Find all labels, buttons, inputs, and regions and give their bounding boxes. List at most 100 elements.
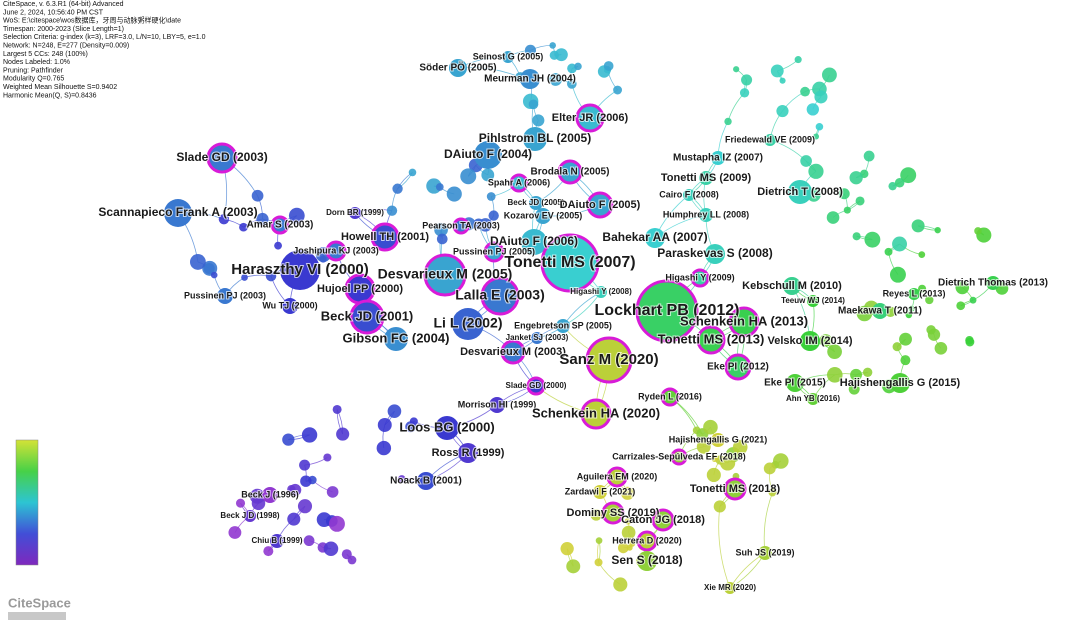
node — [262, 487, 278, 503]
minor-nodes — [190, 42, 1009, 592]
minor-node — [566, 79, 577, 89]
node-label: Beck J D (1998) — [220, 511, 279, 520]
minor-node — [613, 85, 623, 95]
minor-node — [739, 88, 750, 98]
node-label: Caton JG (2018) — [621, 514, 705, 526]
minor-node — [815, 122, 824, 131]
minor-node — [386, 205, 398, 216]
minor-node — [925, 295, 934, 305]
node — [908, 288, 920, 300]
node — [164, 199, 192, 227]
node-label: Li L (2002) — [434, 315, 503, 331]
minor-node — [377, 417, 392, 432]
minor-node — [794, 56, 802, 64]
minor-node — [892, 236, 908, 252]
minor-node — [303, 535, 315, 547]
minor-node — [256, 212, 269, 226]
minor-node — [934, 341, 948, 355]
minor-node — [408, 168, 417, 177]
node-label: Joshipura KJ (2003) — [293, 245, 379, 255]
minor-node — [821, 67, 837, 83]
node-label: Dietrich T (2008) — [757, 186, 843, 198]
node — [696, 325, 726, 355]
minor-node — [486, 192, 496, 201]
header-line: Pruning: Pathfinder — [3, 67, 64, 74]
node-label: Morrison HI (1999) — [458, 399, 537, 409]
minor-node — [827, 344, 842, 360]
minor-node — [274, 241, 282, 250]
edge — [763, 492, 773, 554]
minor-node — [926, 325, 936, 335]
node-label: Schenkein HA (2013) — [680, 313, 808, 328]
minor-node — [301, 427, 318, 443]
minor-node — [706, 467, 721, 483]
minor-node — [323, 453, 332, 462]
node — [786, 374, 804, 392]
node — [764, 134, 776, 146]
node-label: Zardawi F (2021) — [565, 486, 636, 496]
minor-node — [549, 42, 556, 49]
node — [585, 336, 633, 384]
node-label: Reyes L (2013) — [883, 288, 946, 298]
minor-node — [741, 74, 753, 86]
node-label: Lockhart PB (2012) — [595, 302, 740, 319]
node-label: Sanz M (2020) — [559, 351, 658, 368]
minor-node — [316, 512, 332, 527]
node — [660, 387, 680, 407]
node — [417, 472, 435, 490]
node-label: Hajishengallis G (2015) — [840, 377, 961, 389]
node-label: Velsko IM (2014) — [768, 335, 853, 347]
node-label: Seinost G (2005) — [473, 51, 544, 61]
node-label: Friedewald VE (2009) — [725, 134, 815, 144]
node-label: Xie MR (2020) — [704, 583, 756, 592]
minor-node — [621, 486, 635, 500]
minor-node — [239, 222, 248, 232]
minor-node — [918, 284, 927, 293]
node — [699, 208, 713, 222]
node-label: Pihlstrom BL (2005) — [479, 131, 591, 145]
node — [645, 228, 665, 248]
minor-node — [711, 454, 719, 463]
header-line: Timespan: 2000-2023 (Slice Length=1) — [3, 26, 124, 33]
header-line: Network: N=248, E=277 (Density=0.009) — [3, 43, 129, 50]
node-label: Elter JR (2006) — [552, 112, 629, 124]
minor-node — [624, 517, 632, 525]
node-label: Desvarieux M (2005) — [378, 266, 513, 282]
node-label: Spahr A (2006) — [488, 177, 550, 187]
minor-node — [696, 439, 711, 454]
node — [580, 398, 612, 430]
node-label: Schenkein HA (2020) — [532, 405, 660, 420]
minor-node — [488, 210, 499, 221]
minor-node — [434, 222, 448, 237]
node — [651, 508, 675, 532]
node — [270, 215, 290, 235]
minor-node — [289, 483, 302, 497]
minor-node — [409, 417, 418, 426]
minor-node — [852, 232, 861, 241]
minor-node — [603, 61, 614, 71]
node-label: DAiuto F (2006) — [490, 234, 578, 248]
node-label: Tonetti MS (2018) — [690, 483, 781, 495]
node — [670, 448, 688, 466]
node-label: Carrizales-Sepúlveda EF (2018) — [612, 451, 746, 461]
minor-node — [900, 355, 911, 366]
node-label: Bahekar AA (2007) — [602, 230, 707, 244]
minor-node — [956, 301, 966, 311]
node-label: Tonetti MS (2009) — [661, 172, 752, 184]
node-label: Ross R (1999) — [432, 447, 505, 459]
minor-node — [336, 427, 350, 441]
minor-node — [918, 251, 926, 259]
node — [595, 286, 607, 298]
header-line: Weighted Mean Silhouette S=0.9402 — [3, 84, 117, 91]
node-label: Mustapha IZ (2007) — [673, 153, 763, 164]
minor-node — [332, 404, 342, 414]
minor-node — [848, 383, 860, 395]
minor-node — [446, 186, 462, 202]
node — [384, 327, 408, 351]
year-legend — [15, 439, 39, 566]
node — [724, 582, 736, 594]
node-label: Higashi Y (2008) — [570, 287, 632, 296]
node — [529, 196, 543, 210]
node-label: Slade GD (2003) — [176, 150, 267, 164]
minor-node — [241, 274, 248, 281]
